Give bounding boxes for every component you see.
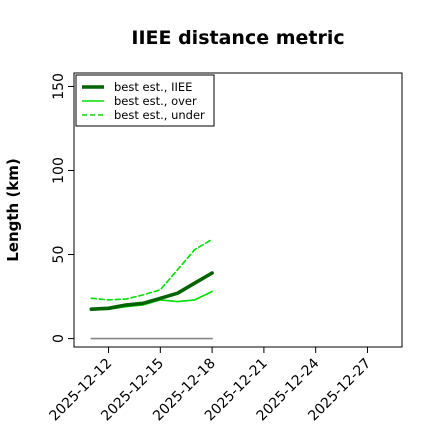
y-tick-label: 0	[51, 334, 67, 343]
chart-title: IIEE distance metric	[131, 27, 344, 49]
y-tick-label: 50	[51, 246, 67, 264]
series-line-2	[90, 238, 213, 301]
plot-frame	[73, 72, 403, 348]
legend-label: best est., over	[114, 94, 197, 108]
x-axis: 2025-12-122025-12-152025-12-182025-12-21…	[47, 347, 374, 424]
legend-label: best est., under	[114, 108, 205, 122]
series-line-0	[89, 271, 214, 312]
y-tick-label: 150	[51, 73, 67, 100]
y-axis: 0 50 100 150	[51, 73, 74, 343]
series-layer	[89, 238, 214, 340]
y-tick-label: 100	[51, 157, 67, 184]
y-axis-label: Length (km)	[4, 158, 22, 262]
legend-label: best est., IIEE	[114, 80, 192, 94]
